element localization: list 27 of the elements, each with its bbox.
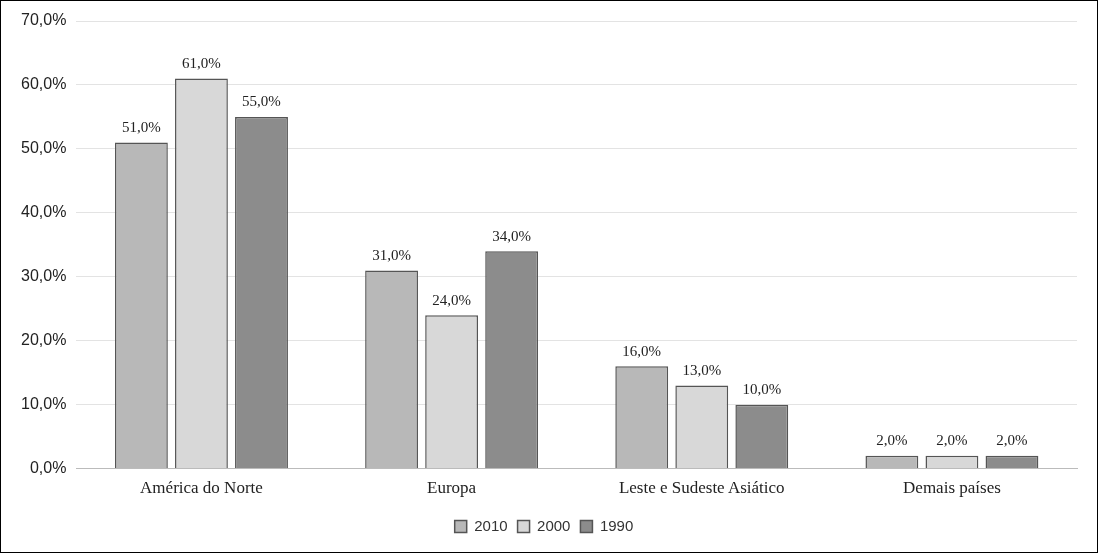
y-tick-label: 0,0%: [29, 459, 67, 477]
data-label: 34,0%: [492, 227, 532, 244]
y-tick-label: 20,0%: [20, 331, 67, 349]
data-label: 16,0%: [622, 342, 662, 359]
y-tick-label: 70,0%: [20, 11, 67, 29]
data-label: 2,0%: [876, 432, 908, 449]
data-label: 24,0%: [432, 291, 471, 308]
y-tick-label: 40,0%: [20, 203, 67, 221]
x-tick-label: Demais países: [903, 478, 1001, 498]
x-tick-label: Europa: [427, 478, 477, 498]
data-label: 13,0%: [682, 361, 722, 378]
data-label: 55,0%: [242, 93, 281, 110]
y-tick-label: 30,0%: [20, 267, 67, 285]
legend-label: 1990: [599, 516, 634, 534]
y-tick-label: 60,0%: [20, 75, 67, 93]
legend-label: 2000: [537, 516, 571, 534]
x-tick-label: Leste e Sudeste Asiático: [618, 478, 785, 498]
data-label: 2,0%: [996, 432, 1028, 449]
data-label: 61,0%: [182, 54, 221, 71]
x-tick-label: América do Norte: [140, 478, 263, 498]
y-tick-label: 10,0%: [20, 395, 67, 413]
data-label: 31,0%: [372, 246, 411, 263]
y-tick-label: 50,0%: [20, 139, 67, 157]
data-label: 2,0%: [936, 432, 968, 449]
data-label: 51,0%: [122, 118, 161, 135]
legend-label: 2010: [474, 516, 508, 534]
data-label: 10,0%: [742, 381, 782, 398]
